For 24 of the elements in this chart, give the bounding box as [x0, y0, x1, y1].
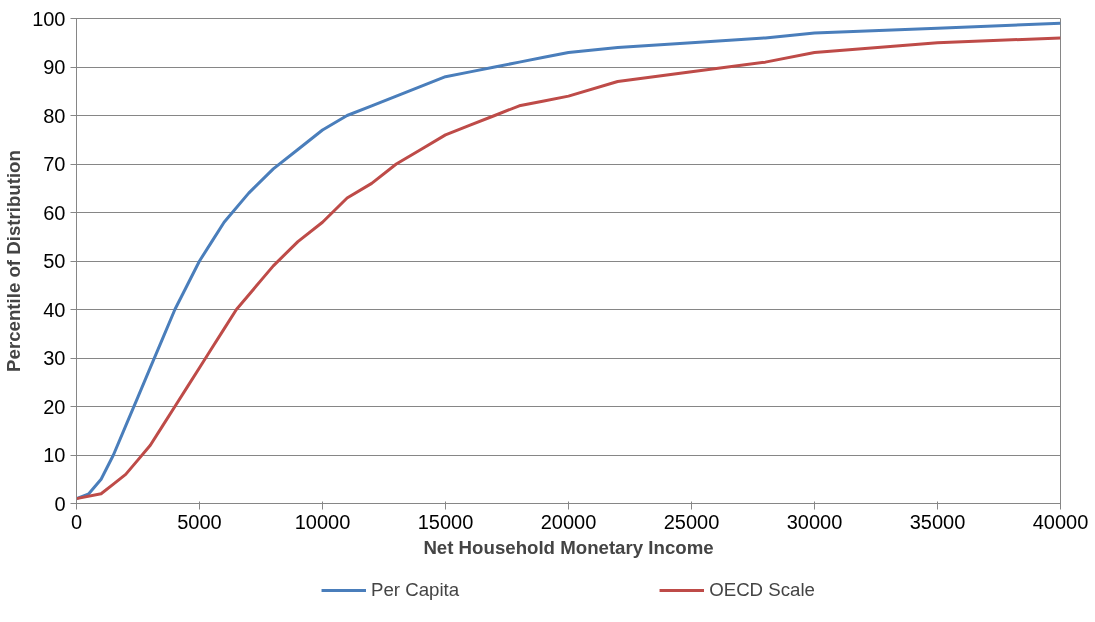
y-tick-label: 80 [43, 104, 66, 127]
x-tick-label: 40000 [1032, 510, 1089, 533]
x-tick-label: 15000 [417, 510, 474, 533]
y-tick-label: 40 [43, 298, 66, 321]
y-tick-label: 100 [32, 7, 66, 30]
x-axis-title: Net Household Monetary Income [423, 536, 714, 558]
x-tick-label: 25000 [663, 510, 720, 533]
legend-label: OECD Scale [709, 579, 815, 601]
y-tick-label: 20 [43, 395, 66, 418]
y-tick-label: 10 [43, 444, 66, 466]
x-tick-label: 35000 [909, 510, 966, 533]
x-tick-label: 30000 [786, 510, 843, 533]
y-tick-label: 70 [43, 153, 66, 175]
x-tick-label: 0 [70, 510, 83, 533]
x-tick-label: 20000 [540, 510, 597, 533]
y-tick-label: 60 [43, 201, 66, 224]
y-tick-label: 0 [54, 492, 66, 515]
legend-label: Per Capita [371, 579, 460, 601]
y-tick-label: 50 [43, 250, 66, 272]
y-tick-label: 30 [43, 347, 66, 369]
y-axis-title: Percentile of Distribution [3, 150, 25, 372]
x-tick-label: 10000 [294, 510, 351, 533]
x-tick-label: 5000 [177, 510, 222, 533]
y-tick-label: 90 [43, 56, 66, 78]
